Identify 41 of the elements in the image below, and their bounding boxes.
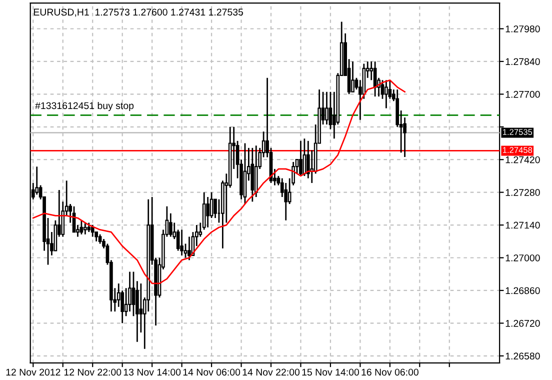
- candlestick: [351, 60, 354, 93]
- x-tick-label: 13 Nov 14:00: [124, 368, 181, 376]
- x-tick-label: 14 Nov 06:00: [183, 368, 240, 376]
- candlestick: [87, 222, 91, 233]
- y-tick-label: 1.26580: [506, 352, 540, 360]
- ref-line-label: 1.27458: [502, 147, 532, 153]
- candlestick: [214, 198, 217, 219]
- candlestick: [188, 236, 191, 261]
- candlestick: [128, 271, 132, 312]
- y-tick-label: 1.27140: [506, 222, 540, 229]
- y-tick-label: 1.26720: [506, 320, 540, 327]
- y-tick-label: 1.27280: [506, 189, 540, 196]
- x-tick-label: 14 Nov 22:00: [242, 368, 300, 376]
- ref-line-label: #1331612451 buy stop: [35, 102, 134, 112]
- y-tick-label: 1.27700: [506, 90, 540, 98]
- candlestick: [306, 140, 310, 179]
- candlestick: [384, 79, 388, 109]
- candlestick: [116, 282, 120, 308]
- x-tick-label: 16 Nov 06:00: [362, 368, 418, 376]
- candlestick: [98, 234, 102, 244]
- candlestick: [168, 212, 172, 238]
- candlestick: [206, 196, 210, 228]
- y-tick-label: 1.27000: [506, 254, 540, 262]
- candlestick: [139, 282, 143, 334]
- candlestick: [90, 224, 94, 238]
- ref-line-label: 1.27535: [502, 129, 532, 135]
- y-tick-label: 1.27980: [506, 25, 540, 32]
- candlestick: [284, 182, 288, 222]
- candlestick: [84, 222, 87, 236]
- candlestick: [35, 166, 39, 196]
- chart-title: EURUSD,H1 1.27573 1.27600 1.27431 1.27535: [34, 8, 244, 17]
- candlestick: [325, 91, 328, 126]
- x-tick-label: 15 Nov 14:00: [302, 368, 359, 376]
- candlestick: [180, 229, 184, 256]
- candlestick: [299, 140, 302, 177]
- x-tick-label: 12 Nov 22:00: [64, 368, 122, 376]
- x-tick-label: 12 Nov 2012: [6, 368, 60, 376]
- y-tick-label: 1.26860: [506, 287, 540, 294]
- y-tick-label: 1.27840: [506, 58, 540, 66]
- y-tick-label: 1.27420: [506, 156, 540, 164]
- candlestick: [80, 220, 84, 236]
